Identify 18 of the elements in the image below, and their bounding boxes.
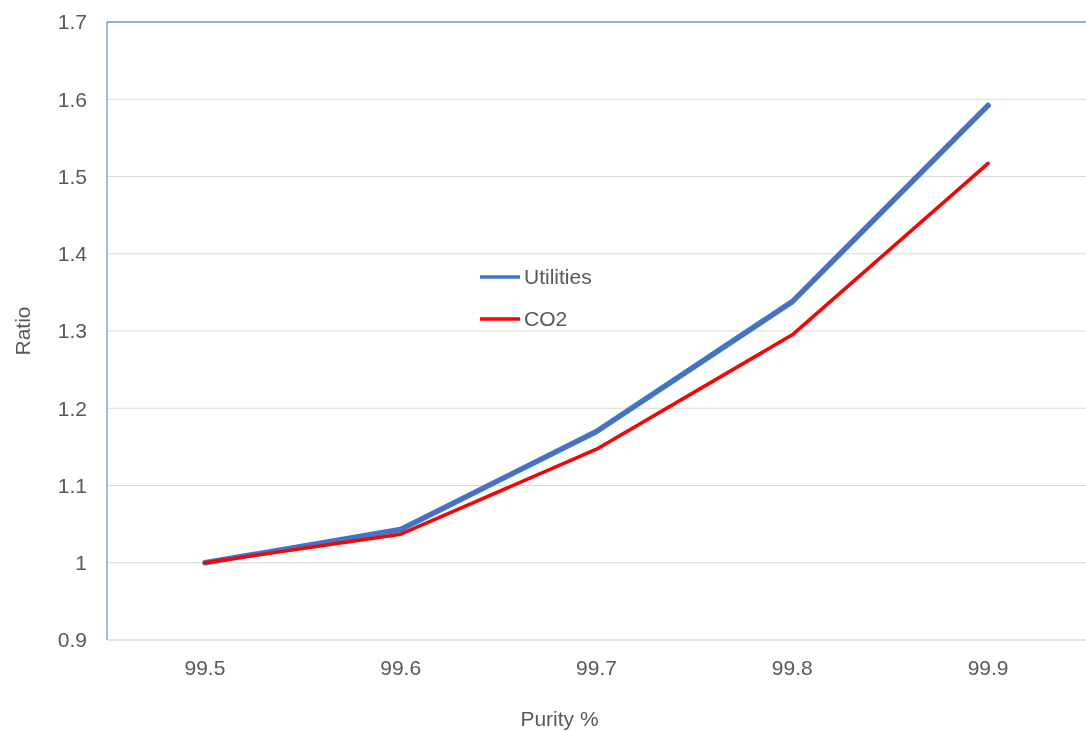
y-axis-title: Ratio	[11, 306, 34, 356]
legend-label: Utilities	[524, 265, 592, 289]
y-tick-label: 1.4	[57, 242, 88, 266]
y-tick-label: 1.5	[57, 164, 87, 188]
x-tick-label: 99.8	[771, 656, 813, 679]
x-tick-label: 99.6	[380, 656, 422, 679]
x-tick-label: 99.5	[184, 656, 226, 679]
y-tick-label: 1.1	[57, 473, 87, 497]
y-tick-label: 1.6	[57, 87, 87, 111]
x-tick-label: 99.9	[967, 656, 1009, 679]
y-tick-label: 1.2	[57, 396, 87, 420]
x-tick-label: 99.7	[576, 656, 617, 679]
x-axis-title: Purity %	[520, 707, 599, 730]
y-tick-label: 1.7	[57, 10, 87, 34]
y-tick-label: 0.9	[57, 628, 87, 652]
y-tick-label: 1	[75, 551, 87, 575]
y-tick-label: 1.3	[57, 319, 87, 343]
legend-label: CO2	[524, 307, 568, 331]
